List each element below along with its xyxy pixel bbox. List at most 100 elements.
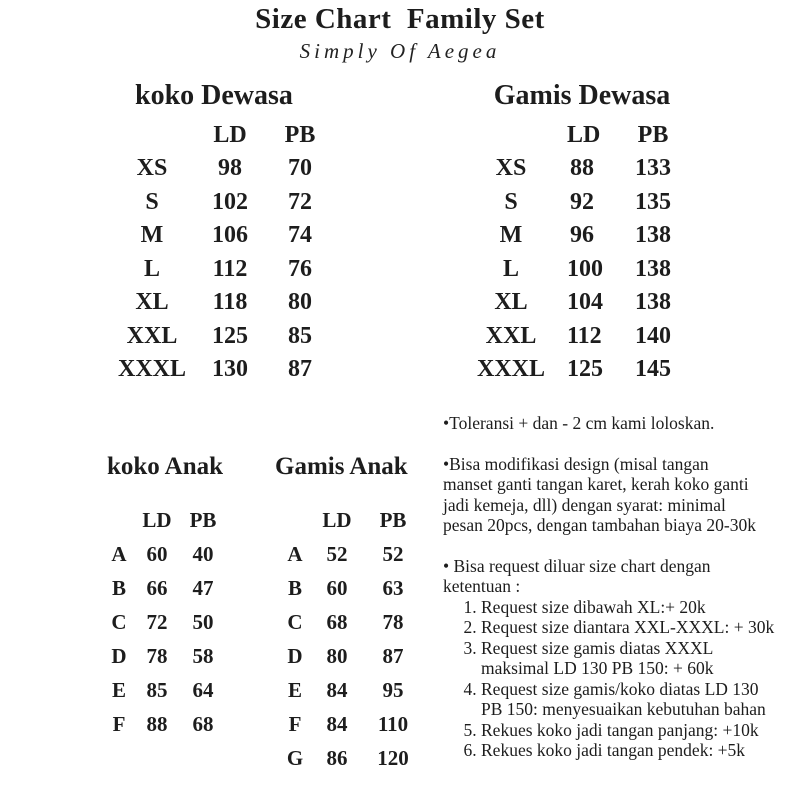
note-request-intro: • Bisa request diluar size chart dengan … [443, 555, 711, 597]
table-row: XXL 112 140 [455, 319, 709, 353]
table-row: XXXL 130 87 [100, 353, 344, 387]
table-row: S 92 135 [455, 185, 709, 219]
pb-value: 70 [288, 155, 312, 182]
column-header-pb: PB [284, 121, 316, 148]
table-header-row: LD PB [275, 504, 427, 538]
pb-value: 72 [288, 188, 312, 215]
column-header-ld: LD [142, 508, 172, 533]
ld-value: 100 [567, 255, 603, 282]
request-rule-item: Rekues koko jadi tangan panjang: +10k [481, 720, 788, 741]
size-label: XXL [485, 322, 537, 349]
size-label: XXL [126, 322, 178, 349]
ld-value: 60 [146, 542, 168, 567]
table-row: M 106 74 [100, 219, 344, 253]
size-label: D [111, 644, 127, 669]
table-header-row: LD PB [455, 118, 709, 152]
gamis-dewasa-rows: LD PB XS 88 133 S 92 135 M 96 138 L 100 138 XL 104 138 XX… [455, 118, 709, 386]
table-row: L 112 76 [100, 252, 344, 286]
pb-value: 138 [635, 289, 671, 316]
size-label: XL [135, 289, 169, 316]
ld-value: 88 [570, 155, 594, 182]
size-label: XXXL [117, 356, 186, 383]
request-rule-item: Request size gamis/koko diatas LD 130 PB… [481, 679, 788, 720]
size-label: XXXL [476, 356, 545, 383]
ld-value: 96 [570, 222, 594, 249]
pb-value: 138 [635, 255, 671, 282]
pb-value: 95 [382, 678, 404, 703]
pb-value: 140 [635, 322, 671, 349]
table-row: XL 118 80 [100, 286, 344, 320]
ld-value: 125 [212, 322, 248, 349]
table-row: M 96 138 [455, 219, 709, 253]
table-row: F 88 68 [99, 708, 231, 742]
size-label: D [287, 644, 303, 669]
pb-value: 85 [288, 322, 312, 349]
pb-value: 40 [192, 542, 214, 567]
size-label: XL [494, 289, 528, 316]
request-rule-item: Request size gamis diatas XXXL maksimal … [481, 638, 788, 679]
gamis-dewasa-table: Gamis Dewasa LD PB XS 88 133 S 92 135 M 96 138 L 100… [455, 80, 709, 386]
koko-dewasa-rows: LD PB XS 98 70 S 102 72 M 106 74 L 112 76 XL 118 80 XXL 12… [100, 118, 344, 386]
table-title-gamis-anak: Gamis Anak [275, 453, 408, 480]
koko-anak-rows: LD PB A 60 40 B 66 47 C 72 50 D 78 58 E 85 64 F 88 68 [99, 504, 231, 742]
size-label: G [286, 746, 304, 771]
ld-value: 112 [567, 322, 602, 349]
table-row: XXL 125 85 [100, 319, 344, 353]
table-row: XS 88 133 [455, 152, 709, 186]
size-label: XS [495, 155, 527, 182]
column-header-pb: PB [637, 121, 669, 148]
notes-panel: •Toleransi + dan - 2 cm kami loloskan. •… [443, 413, 788, 761]
ld-value: 130 [212, 356, 248, 383]
pb-value: 87 [288, 356, 312, 383]
pb-value: 63 [382, 576, 404, 601]
column-header-ld: LD [567, 121, 601, 148]
pb-value: 87 [382, 644, 404, 669]
ld-value: 125 [567, 356, 603, 383]
pb-value: 138 [635, 222, 671, 249]
page-header: Size Chart Family Set Simply Of Aegea [0, 3, 800, 64]
request-rule-item: Request size diantara XXL-XXXL: + 30k [481, 617, 788, 638]
size-label: C [287, 610, 303, 635]
page-title: Size Chart Family Set [255, 3, 545, 35]
ld-value: 102 [212, 188, 248, 215]
size-label: E [111, 678, 126, 703]
pb-value: 110 [377, 712, 409, 737]
pb-value: 74 [288, 222, 312, 249]
note-tolerance: •Toleransi + dan - 2 cm kami loloskan. [443, 413, 715, 433]
ld-value: 66 [146, 576, 168, 601]
table-title-gamis-dewasa: Gamis Dewasa [493, 80, 671, 111]
request-rule-item: Rekues koko jadi tangan pendek: +5k [481, 740, 788, 761]
pb-value: 80 [288, 289, 312, 316]
pb-value: 47 [192, 576, 214, 601]
brand-signature: Simply Of Aegea [299, 39, 501, 64]
ld-value: 72 [146, 610, 168, 635]
ld-value: 60 [326, 576, 348, 601]
size-label: C [111, 610, 127, 635]
ld-value: 92 [570, 188, 594, 215]
size-label: A [111, 542, 127, 567]
table-row: A 52 52 [275, 538, 427, 572]
pb-value: 52 [382, 542, 404, 567]
table-row: D 78 58 [99, 640, 231, 674]
pb-value: 68 [192, 712, 214, 737]
table-header-row: LD PB [100, 118, 344, 152]
size-label: B [287, 576, 302, 601]
pb-value: 50 [192, 610, 214, 635]
koko-anak-table: koko Anak LD PB A 60 40 B 66 47 C 72 50 D 78 58 E 85 64 F… [99, 453, 231, 742]
table-row: A 60 40 [99, 538, 231, 572]
request-rules-list: Request size dibawah XL:+ 20kRequest siz… [443, 597, 788, 761]
ld-value: 85 [146, 678, 168, 703]
size-label: A [287, 542, 303, 567]
size-label: S [504, 188, 518, 215]
table-row: C 68 78 [275, 606, 427, 640]
ld-value: 106 [212, 222, 248, 249]
ld-value: 104 [567, 289, 603, 316]
size-label: B [111, 576, 126, 601]
pb-value: 145 [635, 356, 671, 383]
pb-value: 135 [635, 188, 671, 215]
column-header-ld: LD [322, 508, 352, 533]
ld-value: 78 [146, 644, 168, 669]
pb-value: 133 [635, 155, 671, 182]
pb-value: 120 [377, 746, 409, 771]
